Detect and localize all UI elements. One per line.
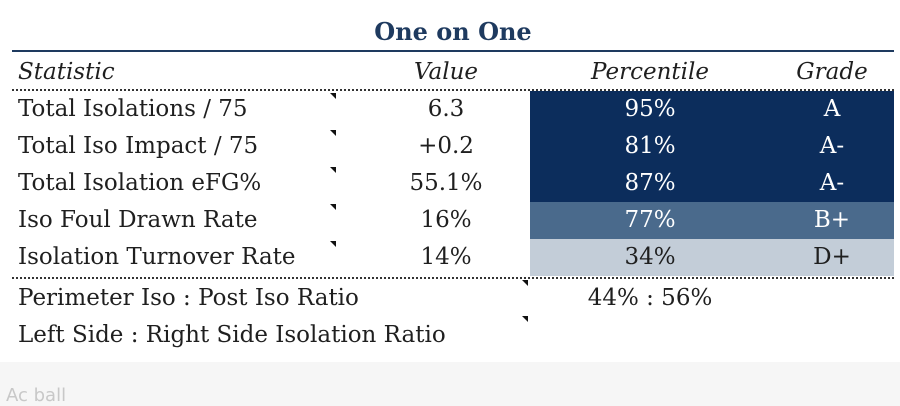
table-row: Iso Foul Drawn Rate 16% 77% B+: [12, 202, 894, 239]
row-grade: B+: [770, 202, 894, 239]
header-value: Value: [414, 59, 478, 85]
footer-text: Ac ball: [6, 385, 67, 406]
comment-marker-icon: [330, 167, 336, 173]
table-row: Total Isolation eFG% 55.1% 87% A-: [12, 165, 894, 202]
comment-marker-icon: [330, 130, 336, 136]
comment-marker-icon: [522, 316, 528, 322]
header-grade: Grade: [796, 59, 868, 85]
ratio-value: 44% : 56%: [587, 285, 713, 311]
header-statistic: Statistic: [18, 59, 115, 85]
ratio-value: [530, 317, 770, 354]
row-statistic: Isolation Turnover Rate: [18, 244, 296, 270]
row-statistic: Total Isolations / 75: [18, 96, 248, 122]
row-percentile: 95%: [530, 91, 770, 128]
row-statistic: Iso Foul Drawn Rate: [18, 207, 258, 233]
comment-marker-icon: [522, 280, 528, 286]
row-grade: A-: [770, 165, 894, 202]
row-percentile: 87%: [530, 165, 770, 202]
table-title: One on One: [374, 17, 532, 46]
table-row: Total Isolations / 75 6.3 95% A: [12, 91, 894, 128]
header-percentile: Percentile: [591, 59, 709, 85]
row-grade: A-: [770, 128, 894, 165]
row-percentile: 81%: [530, 128, 770, 165]
table-row: Total Iso Impact / 75 +0.2 81% A-: [12, 128, 894, 165]
row-grade: A: [770, 91, 894, 128]
row-value: 14%: [420, 244, 472, 270]
row-grade: D+: [770, 239, 894, 276]
ratios-divider: [12, 277, 894, 279]
comment-marker-icon: [330, 241, 336, 247]
row-statistic: Total Isolation eFG%: [18, 170, 262, 196]
row-percentile: 77%: [530, 202, 770, 239]
comment-marker-icon: [330, 93, 336, 99]
one-on-one-card: One on One Statistic Value Percentile Gr…: [12, 17, 894, 354]
row-percentile: 34%: [530, 239, 770, 276]
ratio-label: Left Side : Right Side Isolation Ratio: [18, 322, 446, 348]
table-row: Isolation Turnover Rate 14% 34% D+: [12, 239, 894, 276]
row-statistic: Total Iso Impact / 75: [18, 133, 259, 159]
row-value: +0.2: [418, 133, 474, 159]
row-value: 6.3: [427, 96, 465, 122]
title-rule: [12, 50, 894, 52]
row-value: 55.1%: [409, 170, 483, 196]
row-value: 16%: [420, 207, 472, 233]
ratio-label: Perimeter Iso : Post Iso Ratio: [18, 285, 359, 311]
header-divider: [12, 89, 894, 91]
comment-marker-icon: [330, 204, 336, 210]
